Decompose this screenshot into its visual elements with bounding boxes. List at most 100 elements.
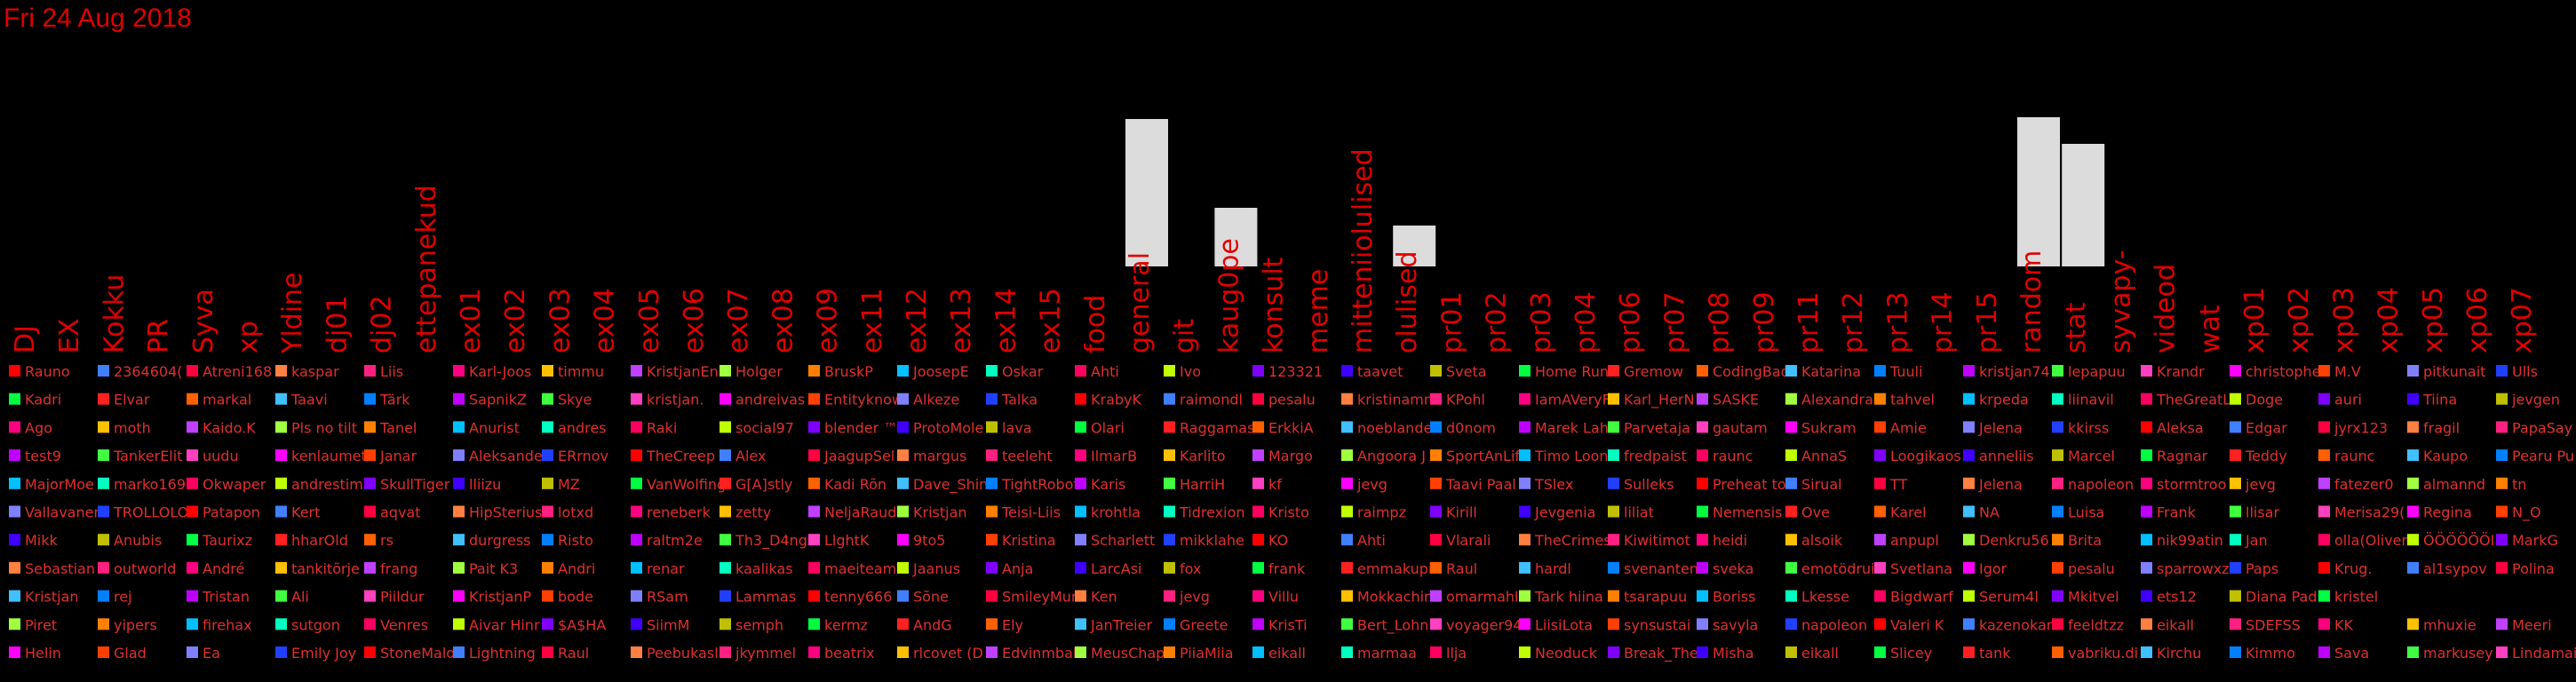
- legend-swatch: [897, 393, 909, 405]
- category-label-pr13: pr13: [1882, 291, 1913, 353]
- legend-entry: Kirchu: [2157, 645, 2201, 662]
- legend-swatch: [986, 561, 998, 574]
- bar-random: [2017, 117, 2060, 266]
- legend-entry: VanWolfing: [647, 476, 726, 493]
- legend-entry: pitkunait: [2423, 363, 2485, 380]
- category-label-kaug0pe: kaug0pe: [1213, 238, 1244, 353]
- legend-swatch: [808, 561, 820, 574]
- legend-swatch: [98, 505, 109, 518]
- legend-swatch: [1963, 618, 1975, 630]
- legend-swatch: [453, 646, 465, 658]
- legend-swatch: [2318, 590, 2330, 602]
- legend-entry: G[A]stly: [735, 476, 792, 493]
- legend-entry: Tuuli: [1889, 363, 1923, 380]
- legend-entry: anneliis: [1979, 448, 2034, 464]
- legend-swatch: [1164, 393, 1175, 405]
- legend-entry: firehax: [203, 616, 252, 633]
- legend-entry: Olari: [1091, 419, 1125, 436]
- legend-entry: Frank: [2157, 504, 2197, 521]
- legend-swatch: [1519, 534, 1530, 546]
- legend-entry: Scharlett: [1091, 532, 1155, 549]
- legend-swatch: [631, 618, 642, 630]
- legend-entry: semph: [735, 616, 783, 633]
- legend-swatch: [2141, 477, 2152, 489]
- legend-entry: napoleon: [1801, 616, 1867, 633]
- legend-entry: Mkitvel: [2068, 589, 2119, 606]
- legend-entry: M.V: [2334, 363, 2361, 380]
- legend-entry: Kirill: [1446, 504, 1477, 521]
- legend-swatch: [187, 477, 198, 489]
- legend-swatch: [2318, 449, 2330, 462]
- legend-swatch: [1164, 618, 1175, 630]
- date-label: Fri 24 Aug 2018: [4, 4, 192, 33]
- legend-entry: sparrowxz: [2157, 560, 2230, 577]
- legend-swatch: [2141, 561, 2152, 574]
- legend-swatch: [1608, 646, 1619, 658]
- legend-entry: Valeri K: [1890, 616, 1944, 633]
- legend-swatch: [2407, 449, 2419, 462]
- legend-entry: feeldtzz: [2068, 616, 2124, 633]
- category-label-ex02: ex02: [500, 288, 531, 353]
- legend-entry: yipers: [114, 616, 157, 633]
- legend-swatch: [1164, 421, 1175, 433]
- category-label-xp06: xp06: [2462, 287, 2493, 353]
- legend-swatch: [2230, 449, 2241, 462]
- legend-swatch: [2230, 561, 2241, 574]
- legend-entry: Vlarali: [1446, 532, 1491, 549]
- legend-entry: eikall: [1801, 645, 1839, 662]
- legend-entry: lliizu: [469, 476, 501, 493]
- legend-entry: Ivo: [1180, 363, 1201, 380]
- legend-swatch: [1430, 646, 1442, 658]
- legend-entry: Margo: [1268, 448, 1313, 464]
- legend-swatch: [1164, 365, 1175, 377]
- legend-entry: Ken: [1091, 589, 1117, 606]
- category-label-dj01: dj01: [322, 295, 353, 353]
- legend-swatch: [2230, 590, 2241, 602]
- bar-general: [1125, 119, 1168, 266]
- legend-swatch: [1430, 393, 1442, 405]
- legend-swatch: [720, 365, 731, 377]
- legend-swatch: [364, 505, 376, 518]
- legend-entry: Karel: [1890, 504, 1927, 521]
- legend-entry: SDEFSS: [2246, 616, 2301, 633]
- category-label-ex01: ex01: [456, 288, 487, 353]
- legend-entry: Regina: [2423, 504, 2472, 521]
- legend-swatch: [1519, 449, 1530, 462]
- legend-entry: Polina: [2512, 560, 2555, 577]
- legend-swatch: [1075, 505, 1086, 518]
- legend-entry: Mikk: [25, 532, 59, 549]
- legend-swatch: [2052, 646, 2063, 658]
- legend-entry: Glad: [114, 645, 147, 662]
- legend-entry: BruskP: [824, 363, 873, 380]
- legend-swatch: [2407, 477, 2419, 489]
- legend-entry: Holger: [735, 363, 783, 380]
- legend-entry: Andri: [558, 560, 595, 577]
- legend-entry: PapaSay: [2512, 419, 2572, 436]
- legend-entry: TSlex: [1534, 476, 1573, 493]
- legend-swatch: [986, 477, 998, 489]
- legend-swatch: [542, 590, 553, 602]
- legend-entry: margus: [913, 448, 966, 464]
- legend-entry: Kimmo: [2246, 645, 2295, 662]
- legend-swatch: [2318, 477, 2330, 489]
- legend-swatch: [2496, 477, 2508, 489]
- legend-entry: Karlito: [1180, 448, 1226, 464]
- legend-entry: kristjan.: [647, 392, 704, 408]
- legend-entry: Raggamas: [1180, 419, 1254, 436]
- legend-swatch: [1075, 534, 1086, 546]
- legend-swatch: [631, 534, 642, 546]
- legend-entry: raimondl: [1180, 392, 1243, 408]
- legend-swatch: [1874, 449, 1886, 462]
- legend-swatch: [631, 449, 642, 462]
- legend-swatch: [364, 365, 376, 377]
- legend-swatch: [2141, 505, 2152, 518]
- legend-entry: aqvat: [380, 504, 421, 521]
- legend-swatch: [187, 646, 198, 658]
- legend-swatch: [2318, 365, 2330, 377]
- legend-entry: mikklahe: [1180, 532, 1244, 549]
- legend-swatch: [2318, 421, 2330, 433]
- legend-entry: Kristjan: [913, 504, 967, 521]
- legend-entry: CodingBad: [1713, 363, 1790, 380]
- legend-swatch: [2318, 505, 2330, 518]
- legend-entry: rlcovet (D: [913, 645, 983, 662]
